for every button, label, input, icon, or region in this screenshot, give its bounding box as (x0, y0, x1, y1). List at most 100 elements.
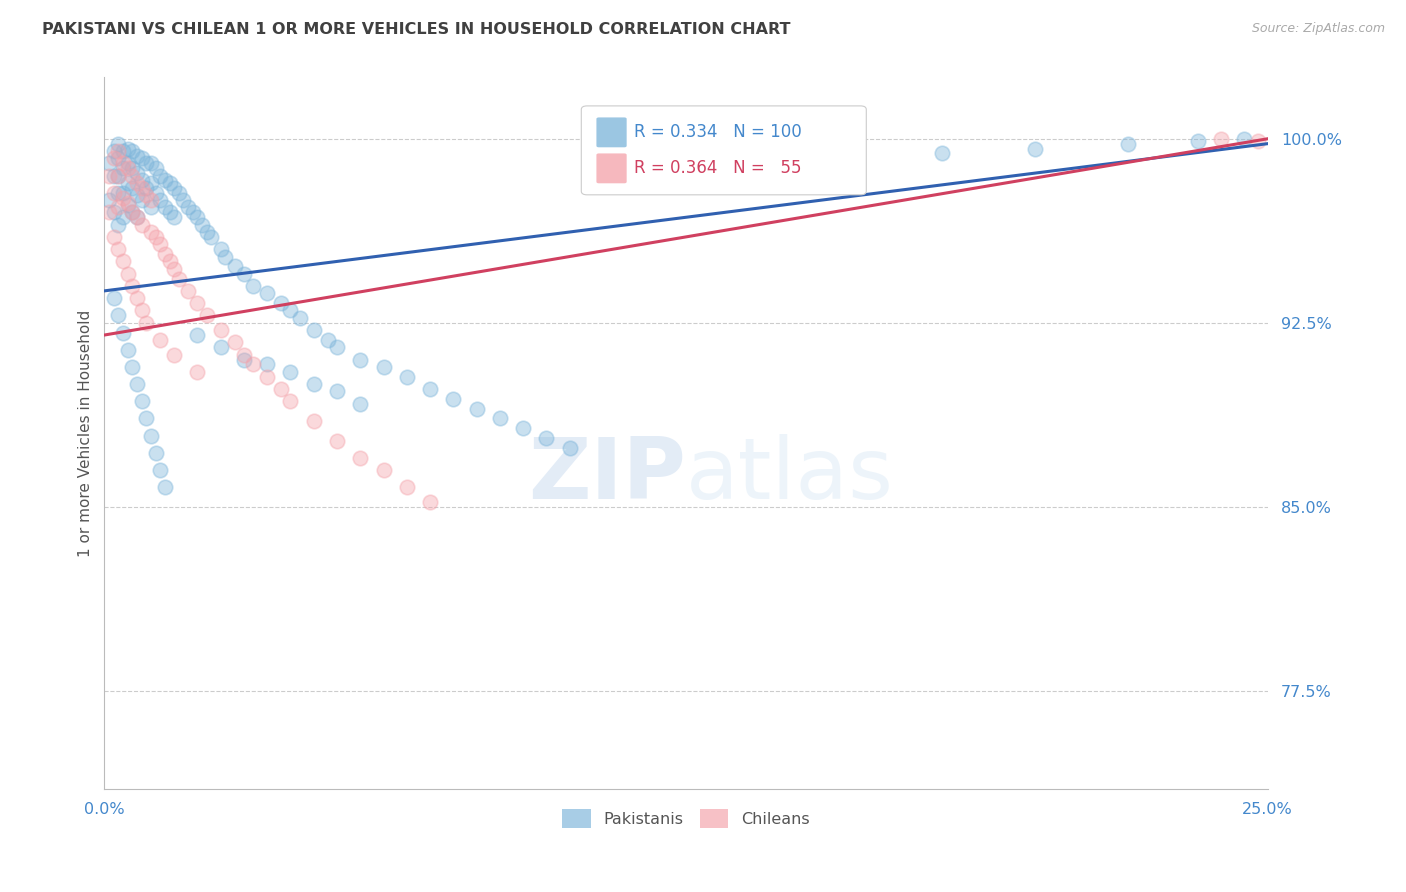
Point (209, 323, 232, 337)
Point (111, 254, 134, 268)
Point (489, 411, 512, 425)
Point (349, 352, 371, 367)
Point (395, 369, 418, 384)
Point (139, 176, 162, 190)
Point (121, 359, 143, 374)
Point (139, 428, 162, 442)
Point (256, 369, 278, 384)
Text: R = 0.364   N =   55: R = 0.364 N = 55 (634, 160, 801, 178)
Point (135, 181, 157, 195)
Point (149, 333, 172, 347)
Point (125, 166, 148, 180)
Point (125, 211, 148, 225)
Point (107, 152, 129, 166)
Point (121, 205, 143, 219)
Point (191, 218, 214, 232)
Point (349, 397, 371, 411)
Point (149, 237, 172, 252)
Point (302, 414, 325, 428)
Point (209, 340, 232, 354)
Point (149, 193, 172, 207)
Point (536, 431, 558, 445)
Point (349, 450, 371, 465)
Point (131, 193, 153, 207)
Point (153, 247, 176, 261)
Point (373, 463, 395, 477)
Point (163, 348, 186, 362)
Point (121, 161, 143, 176)
Point (117, 156, 139, 170)
Point (270, 296, 292, 310)
Point (117, 267, 139, 281)
Point (121, 144, 143, 158)
Point (145, 446, 167, 460)
Point (167, 271, 190, 285)
Point (153, 201, 176, 215)
Point (98, 205, 121, 219)
Point (107, 186, 129, 200)
Point (125, 188, 148, 202)
Point (172, 193, 194, 207)
Point (149, 463, 172, 477)
Point (111, 211, 134, 225)
Point (1187, 134, 1209, 148)
Point (111, 326, 134, 340)
Point (163, 181, 186, 195)
Point (117, 142, 139, 156)
Point (125, 211, 148, 225)
Point (103, 205, 125, 219)
Point (131, 181, 153, 195)
Point (139, 225, 162, 239)
FancyBboxPatch shape (596, 118, 627, 147)
Point (111, 161, 134, 176)
Point (111, 144, 134, 158)
Point (107, 201, 129, 215)
Point (177, 284, 200, 298)
Point (419, 382, 441, 396)
Point (200, 230, 222, 244)
Point (233, 352, 256, 367)
FancyBboxPatch shape (581, 106, 866, 194)
Point (159, 176, 181, 190)
Point (242, 358, 264, 372)
Point (139, 156, 162, 170)
Point (145, 230, 167, 244)
Point (302, 323, 325, 337)
Point (107, 218, 129, 232)
Point (98, 169, 121, 183)
Point (135, 316, 157, 330)
Point (1116, 136, 1139, 151)
Y-axis label: 1 or more Vehicles in Household: 1 or more Vehicles in Household (79, 310, 93, 557)
Point (209, 242, 232, 256)
Text: ZIP: ZIP (529, 434, 686, 517)
Point (103, 152, 125, 166)
Point (558, 441, 581, 455)
Point (117, 195, 139, 210)
Point (111, 156, 134, 170)
Point (302, 377, 325, 392)
Point (159, 254, 181, 268)
Point (107, 144, 129, 158)
Text: atlas: atlas (686, 434, 894, 517)
Point (1024, 142, 1046, 156)
Point (270, 382, 292, 396)
Point (177, 201, 200, 215)
Point (125, 176, 148, 190)
Point (326, 340, 349, 354)
Point (163, 211, 186, 225)
Point (186, 365, 208, 379)
Point (373, 359, 395, 374)
Point (103, 230, 125, 244)
Point (121, 205, 143, 219)
Point (181, 205, 204, 219)
Point (139, 193, 162, 207)
Point (288, 310, 311, 325)
Point (167, 186, 190, 200)
Point (131, 152, 153, 166)
Point (186, 296, 208, 310)
Point (121, 169, 143, 183)
Point (107, 169, 129, 183)
Point (395, 480, 418, 494)
Point (256, 286, 278, 301)
Point (224, 260, 246, 274)
